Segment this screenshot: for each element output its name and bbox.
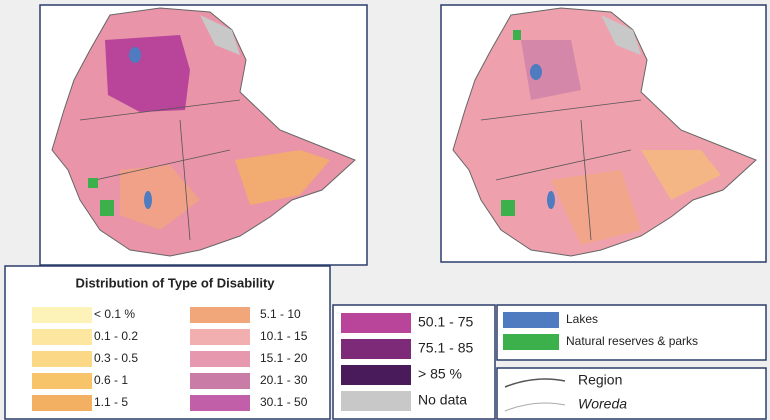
legend-label: 0.3 - 0.5	[94, 351, 138, 365]
legend-label: No data	[418, 392, 467, 408]
region-area	[235, 150, 330, 205]
legend-swatch	[190, 351, 250, 367]
region-area	[200, 15, 240, 55]
legend-swatch	[341, 339, 411, 359]
park	[100, 200, 114, 216]
park	[501, 200, 515, 216]
legend-swatch	[341, 365, 411, 385]
legend-label: 15.1 - 20	[260, 351, 308, 365]
legend-swatch	[32, 351, 92, 367]
lake	[144, 191, 152, 209]
boundary	[480, 99, 642, 241]
map	[51, 7, 356, 257]
legend-swatch	[190, 395, 250, 411]
legend-label: 5.1 - 10	[260, 307, 301, 321]
region-area	[105, 35, 190, 112]
lake	[530, 64, 542, 80]
legend-swatch	[32, 373, 92, 389]
region-area	[551, 170, 641, 245]
region-area	[641, 150, 721, 200]
region-area	[120, 165, 200, 230]
legend-swatch	[32, 395, 92, 411]
legend-line	[504, 402, 566, 412]
legend-label: Woreda	[578, 396, 627, 412]
lake	[129, 47, 141, 63]
legend-label: Natural reserves & parks	[566, 334, 698, 348]
legend-swatch	[190, 329, 250, 345]
legend-swatch	[32, 329, 92, 345]
legend-label: 10.1 - 15	[260, 329, 308, 343]
legend-line	[504, 378, 566, 388]
legend-label: 30.1 - 50	[260, 395, 308, 409]
legend-title: Distribution of Type of Disability	[75, 275, 275, 290]
legend-box	[496, 367, 767, 420]
legend-label: Lakes	[566, 312, 598, 326]
legend-swatch	[32, 307, 92, 323]
legend-label: 0.1 - 0.2	[94, 329, 138, 343]
legend-label: 50.1 - 75	[418, 314, 473, 330]
park	[88, 178, 98, 188]
legend-swatch	[190, 307, 250, 323]
lake	[547, 191, 555, 209]
legend-label: > 85 %	[418, 366, 462, 382]
boundary	[79, 99, 241, 241]
legend-swatch	[190, 373, 250, 389]
legend-label: 75.1 - 85	[418, 340, 473, 356]
region-area	[601, 15, 641, 55]
legend-label: < 0.1 %	[94, 307, 135, 321]
legend-label: 20.1 - 30	[260, 373, 308, 387]
park	[513, 30, 521, 40]
legend-label: 1.1 - 5	[94, 395, 128, 409]
legend-swatch	[341, 391, 411, 411]
legend-label: Region	[578, 372, 622, 388]
legend-swatch	[341, 313, 411, 333]
map	[452, 7, 757, 257]
legend-swatch	[503, 334, 559, 350]
legend-swatch	[503, 312, 559, 328]
legend-label: 0.6 - 1	[94, 373, 128, 387]
region-area	[521, 40, 581, 100]
